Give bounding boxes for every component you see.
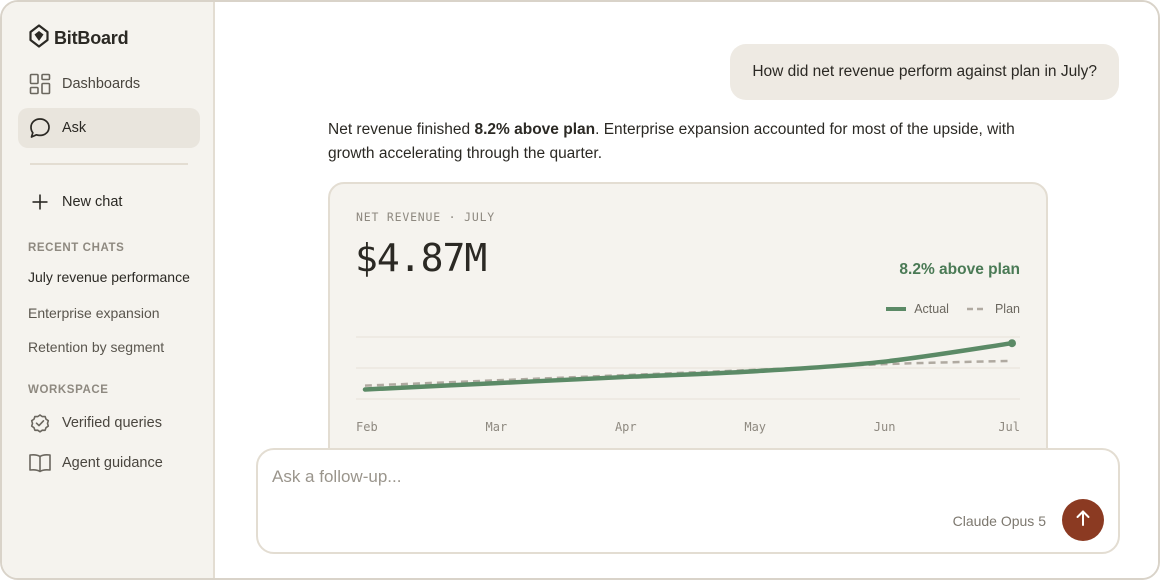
x-tick-label: Mar [486,420,508,434]
nav-ask[interactable]: Ask [18,108,200,148]
composer: Claude Opus 5 [256,448,1120,554]
verified-badge-icon [28,411,52,435]
model-selector[interactable]: Claude Opus 5 [952,513,1046,529]
metric-value: $4.87M [355,236,487,280]
answer-highlight: 8.2% above plan [474,121,596,138]
metric-delta: 8.2% above plan [899,261,1020,278]
nav-agent-guidance[interactable]: Agent guidance [18,443,200,483]
arrow-up-icon [1074,509,1092,532]
plus-icon [28,190,52,214]
follow-up-input[interactable] [272,462,1092,492]
x-tick-label: Feb [356,420,378,434]
nav-label: Ask [62,120,87,136]
book-icon [28,451,52,475]
legend-item-actual: Actual [886,302,949,316]
recent-chat-item[interactable]: Retention by segment [28,339,165,355]
answer-text: . Enterprise expansion accounted for mos… [328,121,1015,162]
legend-swatch-plan [966,307,987,311]
user-message: How did net revenue perform against plan… [730,44,1119,100]
sidebar-divider [30,163,188,165]
bitboard-logo-icon [28,24,50,53]
new-chat-button[interactable]: New chat [18,182,200,222]
sidebar: BitBoard Dashboards Ask [2,2,215,578]
legend-swatch-actual [886,307,907,311]
nav-label: Agent guidance [62,455,163,471]
series-line-actual [362,340,1015,392]
user-message-text: How did net revenue perform against plan… [752,63,1097,80]
legend-label: Plan [994,302,1020,316]
metric-label: NET REVENUE · JULY [356,210,496,224]
grid-icon [28,72,52,96]
new-chat-label: New chat [62,194,123,210]
chat-bubble-icon [28,116,52,140]
app-logo[interactable]: BitBoard [28,24,129,53]
x-tick-label: Jul [998,420,1020,434]
revenue-line-chart: Feb Mar Apr May Jun Jul [356,336,1020,434]
app-name: BitBoard [54,28,129,48]
workspace-title: WORKSPACE [28,384,109,396]
actual-endpoint [1008,339,1016,348]
chat-main: How did net revenue perform against plan… [215,2,1158,578]
chart-legend: Actual Plan [886,302,1020,316]
x-tick-label: May [744,420,766,434]
recent-chats-title: RECENT CHATS [28,242,125,254]
send-button[interactable] [1062,499,1104,541]
series-line-plan [364,359,1013,387]
nav-label: Dashboards [62,76,141,92]
nav-verified-queries[interactable]: Verified queries [18,403,200,443]
legend-label: Actual [914,302,949,316]
recent-chat-item[interactable]: July revenue performance [28,269,190,285]
assistant-answer: Net revenue finished 8.2% above plan. En… [328,118,1038,166]
recent-chat-item[interactable]: Enterprise expansion [28,305,160,321]
nav-dashboards[interactable]: Dashboards [18,64,200,104]
x-tick-label: Jun [874,420,896,434]
answer-text: Net revenue finished [328,121,475,138]
metric-card: NET REVENUE · JULY $4.87M 8.2% above pla… [328,182,1048,482]
nav-label: Verified queries [62,415,162,431]
legend-item-plan: Plan [966,302,1020,316]
x-tick-label: Apr [615,420,637,434]
